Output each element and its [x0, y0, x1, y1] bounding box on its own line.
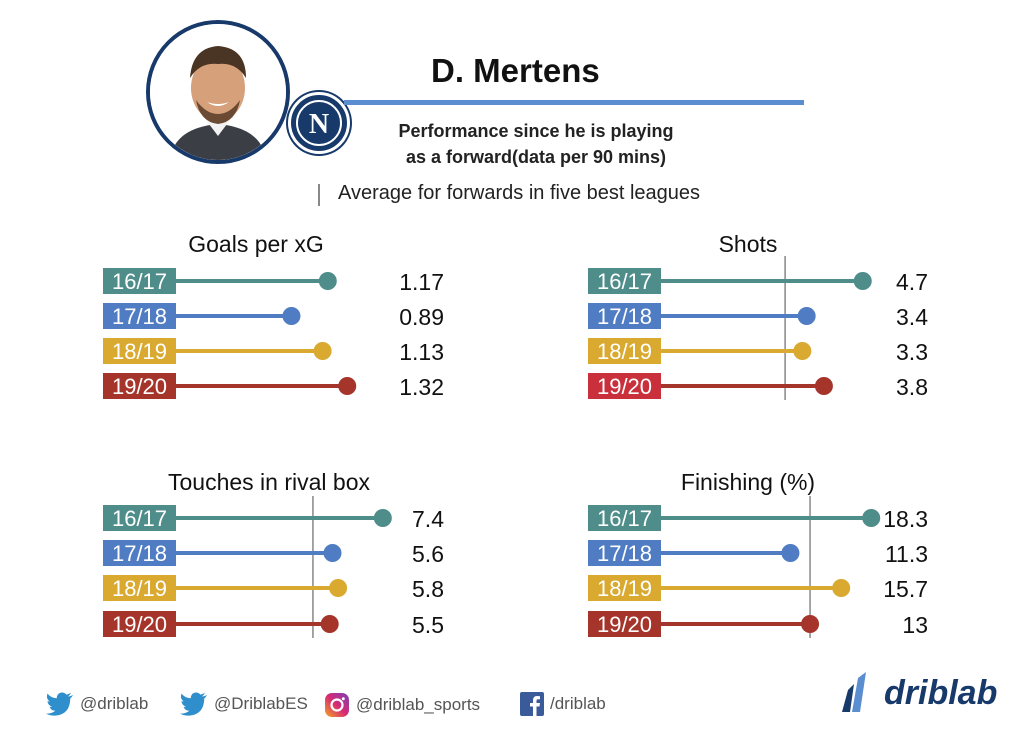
season-label: 17/18 [597, 541, 652, 566]
badge-letter: N [309, 109, 329, 140]
season-label-box [588, 268, 661, 294]
lollipop-dot [338, 377, 357, 395]
instagram-handle: @driblab_sports [356, 695, 481, 714]
chart-title: Finishing (%) [681, 469, 815, 495]
twitter-icon [46, 692, 73, 716]
season-label: 17/18 [112, 304, 167, 329]
lollipop-dot [781, 544, 800, 562]
value-label: 5.5 [412, 612, 444, 638]
season-label: 17/18 [597, 304, 652, 329]
player-photo [146, 20, 290, 164]
twitter-icon [180, 692, 207, 716]
value-label: 5.8 [412, 576, 444, 602]
subtitle-line-1: Performance since he is playing [398, 121, 674, 141]
season-label: 16/17 [597, 269, 652, 294]
twitter-driblab-es[interactable]: @DriblabES [180, 692, 308, 716]
season-label-box [103, 338, 176, 364]
season-label-box [103, 268, 176, 294]
twitter-handle-1: @driblab [80, 694, 149, 713]
season-label: 16/17 [112, 506, 167, 531]
value-label: 5.6 [412, 541, 444, 567]
instagram-driblab-sports[interactable]: @driblab_sports [324, 692, 480, 718]
season-label: 16/17 [112, 269, 167, 294]
season-label-box [588, 338, 661, 364]
lollipop-dot [282, 307, 301, 325]
value-label: 1.32 [399, 374, 444, 400]
average-legend-text: Average for forwards in five best league… [338, 182, 701, 204]
lollipop-dot [862, 509, 881, 527]
value-label: 1.17 [399, 269, 444, 295]
season-label-box [588, 505, 661, 531]
subtitle-line-2: as a forward(data per 90 mins) [405, 147, 667, 167]
lollipop-dot [814, 377, 833, 395]
lollipop-dot [793, 342, 812, 360]
value-label: 0.89 [399, 304, 444, 330]
season-label: 19/20 [112, 612, 167, 637]
season-label-box [588, 575, 661, 601]
lollipop-dot [832, 579, 851, 597]
lollipop-dot [329, 579, 348, 597]
facebook-icon [520, 692, 544, 716]
season-label: 18/19 [112, 339, 167, 364]
season-label-box [103, 373, 176, 399]
value-label: 13 [902, 612, 928, 638]
season-label-box [588, 540, 661, 566]
season-label-box [103, 611, 176, 637]
player-name: D. Mertens [431, 52, 600, 89]
lollipop-dot [320, 615, 339, 633]
value-label: 7.4 [412, 506, 444, 532]
season-label: 18/19 [597, 576, 652, 601]
lollipop-dot [853, 272, 872, 290]
lollipop-dot [323, 544, 342, 562]
season-label: 18/19 [597, 339, 652, 364]
season-label: 18/19 [112, 576, 167, 601]
twitter-handle-2: @DriblabES [214, 694, 308, 713]
season-label: 19/20 [597, 612, 652, 637]
facebook-driblab[interactable]: /driblab [520, 692, 606, 716]
value-label: 15.7 [883, 576, 928, 602]
value-label: 1.13 [399, 339, 444, 365]
value-label: 3.3 [896, 339, 928, 365]
driblab-logo: driblab [838, 672, 997, 714]
value-label: 11.3 [885, 541, 928, 567]
chart-title: Goals per xG [188, 231, 324, 257]
season-label-box [588, 373, 661, 399]
lollipop-dot [313, 342, 332, 360]
lollipop-dot [801, 615, 820, 633]
facebook-handle: /driblab [550, 694, 606, 713]
instagram-icon [325, 693, 349, 717]
season-label-box [103, 540, 176, 566]
chart-title: Touches in rival box [168, 469, 370, 495]
season-label-box [103, 575, 176, 601]
season-label-box [588, 611, 661, 637]
chart-title: Shots [719, 231, 778, 257]
lollipop-dot [373, 509, 392, 527]
season-label: 19/20 [112, 374, 167, 399]
season-label: 16/17 [597, 506, 652, 531]
lollipop-dot [318, 272, 337, 290]
twitter-driblab[interactable]: @driblab [46, 692, 148, 716]
title-underline [344, 100, 804, 105]
value-label: 4.7 [896, 269, 928, 295]
season-label: 17/18 [112, 541, 167, 566]
value-label: 3.8 [896, 374, 928, 400]
value-label: 18.3 [883, 506, 928, 532]
season-label-box [103, 303, 176, 329]
season-label: 19/20 [597, 374, 652, 399]
season-label-box [103, 505, 176, 531]
average-legend-marker [318, 184, 320, 206]
lollipop-dot [797, 307, 816, 325]
driblab-mark-icon [842, 672, 866, 712]
subtitle: Performance since he is playing as a for… [336, 118, 736, 170]
value-label: 3.4 [896, 304, 928, 330]
driblab-wordmark: driblab [884, 673, 998, 712]
ssc-napoli-badge-icon: N [288, 92, 350, 154]
season-label-box [588, 303, 661, 329]
